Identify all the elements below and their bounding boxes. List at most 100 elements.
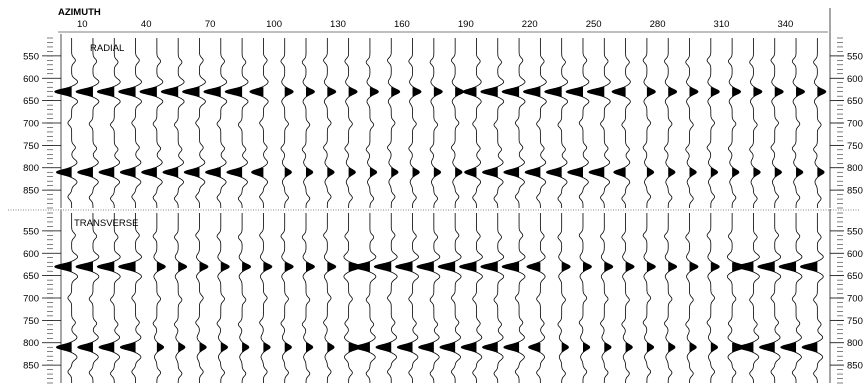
trace-line xyxy=(437,213,462,383)
trace-fill-positive xyxy=(348,262,363,353)
trace-fill-negative xyxy=(736,261,754,353)
time-tick-label-left: 750 xyxy=(23,141,39,152)
trace-fill-negative xyxy=(395,261,413,353)
azimuth-tick-label: 130 xyxy=(330,19,346,30)
trace-fill-positive xyxy=(327,262,336,353)
trace-fill-positive xyxy=(774,87,784,178)
trace-fill-positive xyxy=(284,87,294,178)
trace-fill-positive xyxy=(284,262,294,353)
trace-fill-negative xyxy=(161,86,179,178)
trace-line xyxy=(118,213,142,383)
time-tick-label-right: 550 xyxy=(847,226,863,237)
trace-line xyxy=(301,213,315,383)
trace-fill-positive xyxy=(306,262,315,353)
trace-line xyxy=(557,213,571,384)
trace-fill-negative xyxy=(75,261,93,353)
trace-line xyxy=(75,213,100,383)
trace-line xyxy=(685,38,699,208)
time-tick-label-left: 550 xyxy=(23,226,39,237)
time-tick-label-right: 750 xyxy=(847,141,863,152)
trace-fill-negative xyxy=(544,86,562,178)
trace-fill-positive xyxy=(689,87,698,178)
azimuth-tick-label: 100 xyxy=(266,19,282,30)
time-tick-label-left: 650 xyxy=(23,271,39,282)
trace-line xyxy=(174,213,188,384)
trace-line xyxy=(139,38,164,208)
trace-line xyxy=(160,38,185,209)
trace-line xyxy=(685,213,699,383)
trace-line xyxy=(216,213,230,383)
trace-fill-negative xyxy=(118,86,136,178)
trace-line xyxy=(501,213,526,383)
trace-line xyxy=(118,38,142,208)
trace-fill-positive xyxy=(433,87,443,178)
trace-fill-negative xyxy=(75,86,93,178)
trace-fill-negative xyxy=(462,87,477,178)
trace-line xyxy=(642,38,656,208)
azimuth-tick-label: 40 xyxy=(141,19,152,30)
trace-line xyxy=(195,213,209,383)
trace-fill-positive xyxy=(732,262,746,353)
trace-line xyxy=(480,38,505,208)
azimuth-tick-label: 310 xyxy=(714,19,730,30)
trace-fill-negative xyxy=(203,86,221,178)
azimuth-tick-label: 70 xyxy=(205,19,216,30)
trace-fill-negative xyxy=(54,261,72,353)
time-tick-label-left: 550 xyxy=(23,51,39,62)
trace-fill-positive xyxy=(646,87,656,178)
trace-fill-negative xyxy=(249,87,264,178)
trace-line xyxy=(408,38,422,208)
trace-line xyxy=(395,213,419,383)
time-tick-label-right: 650 xyxy=(847,271,863,282)
trace-line xyxy=(96,213,121,383)
trace-fill-positive xyxy=(156,262,166,353)
azimuth-tick-label: 250 xyxy=(586,19,602,30)
trace-line xyxy=(96,38,121,208)
trace-fill-positive xyxy=(348,87,358,178)
trace-line xyxy=(451,38,465,208)
azimuth-tick-label: 160 xyxy=(394,19,410,30)
azimuth-tick-label: 190 xyxy=(458,19,474,30)
trace-fill-negative xyxy=(523,86,541,178)
trace-line xyxy=(259,213,273,383)
radial-panel: 550 550 600 600 650 650 700 700 750 750 800 800 850 8… xyxy=(23,8,863,209)
trace-line xyxy=(727,38,742,208)
trace-fill-negative xyxy=(54,86,72,178)
trace-line xyxy=(621,213,635,383)
trace-line xyxy=(726,213,747,383)
trace-fill-negative xyxy=(480,261,498,353)
time-tick-label-left: 700 xyxy=(23,119,39,130)
trace-line xyxy=(182,38,206,208)
trace-line xyxy=(224,38,249,208)
time-tick-label-left: 650 xyxy=(23,96,39,107)
trace-line xyxy=(429,38,443,208)
trace-fill-positive xyxy=(796,87,805,178)
time-tick-label-right: 700 xyxy=(847,294,863,305)
trace-line xyxy=(459,213,483,383)
trace-line xyxy=(344,38,358,208)
trace-line xyxy=(778,213,803,383)
trace-line xyxy=(526,213,546,383)
trace-fill-negative xyxy=(800,261,818,353)
trace-fill-negative xyxy=(612,87,626,178)
trace-line xyxy=(54,38,78,208)
trace-line xyxy=(237,213,251,383)
trace-fill-negative xyxy=(352,261,370,353)
trace-fill-positive xyxy=(178,262,187,353)
trace-fill-positive xyxy=(412,87,422,178)
trace-line xyxy=(600,213,614,383)
trace-fill-negative xyxy=(97,261,115,353)
time-tick-label-left: 800 xyxy=(23,163,39,174)
time-tick-label-left: 600 xyxy=(23,74,39,85)
trace-fill-positive xyxy=(391,87,400,178)
trace-line xyxy=(373,213,398,383)
trace-fill-positive xyxy=(306,87,315,178)
trace-fill-positive xyxy=(604,262,613,353)
trace-line xyxy=(706,213,720,383)
trace-line xyxy=(586,38,611,208)
trace-line xyxy=(323,213,337,383)
time-tick-label-right: 800 xyxy=(847,338,863,349)
trace-fill-positive xyxy=(817,87,826,178)
trace-fill-negative xyxy=(374,261,392,353)
trace-line xyxy=(791,38,805,208)
